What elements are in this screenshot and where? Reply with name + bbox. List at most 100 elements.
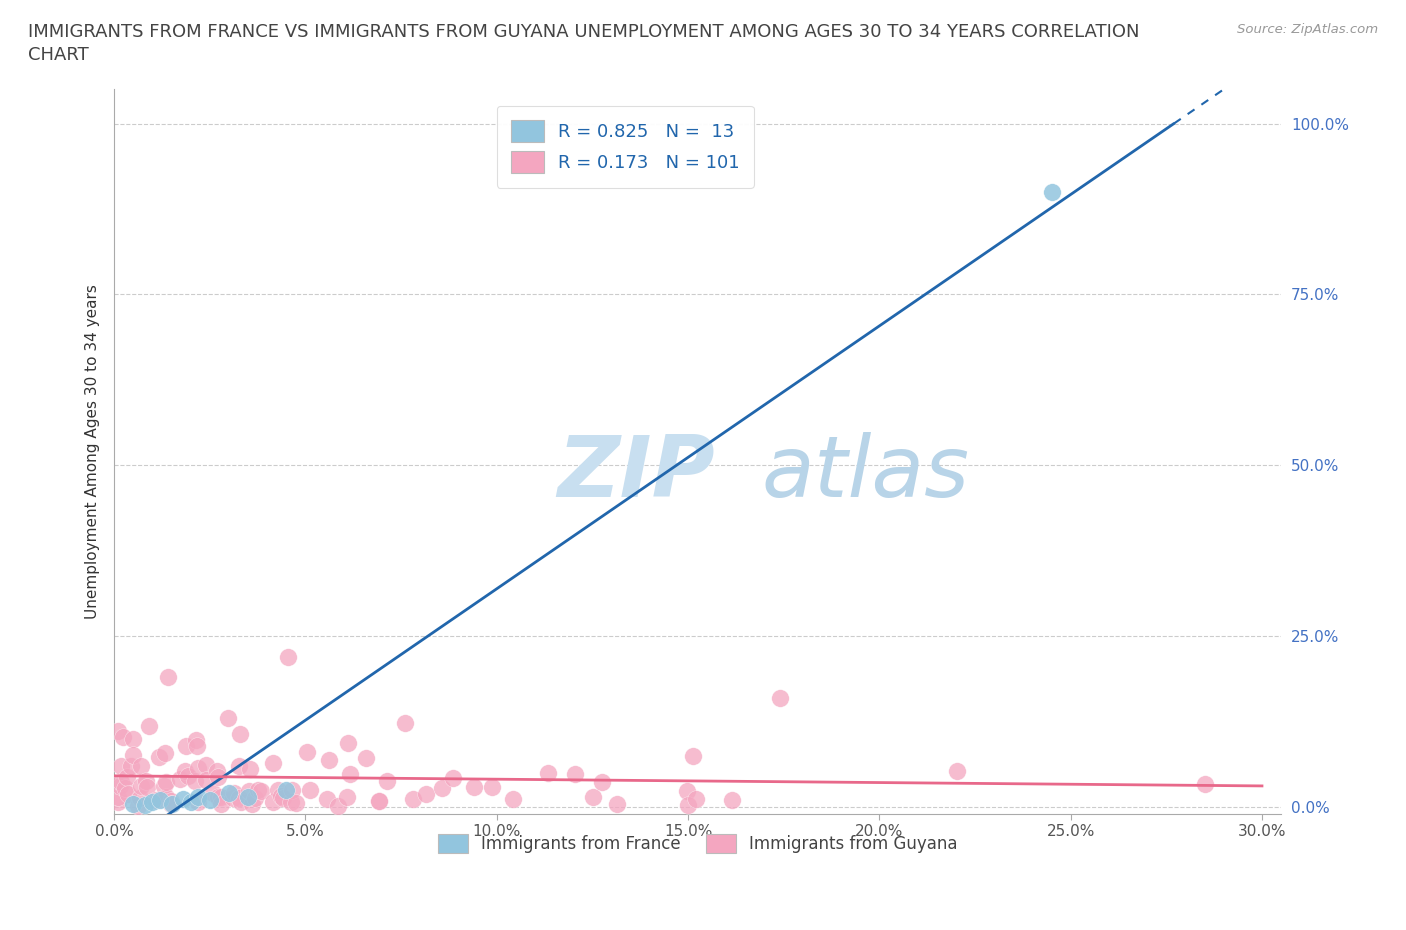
Text: CHART: CHART	[28, 46, 89, 64]
Point	[315, 791, 337, 806]
Point	[129, 790, 152, 805]
Point	[187, 761, 209, 776]
Point	[262, 795, 284, 810]
Text: atlas: atlas	[762, 432, 970, 515]
Point	[183, 773, 205, 788]
Point	[114, 780, 136, 795]
Point	[415, 787, 437, 802]
Point	[297, 744, 319, 759]
Point	[298, 783, 321, 798]
Point	[276, 649, 298, 664]
Point	[676, 797, 699, 812]
Point	[676, 784, 699, 799]
Point	[172, 791, 194, 806]
Legend: Immigrants from France, Immigrants from Guyana: Immigrants from France, Immigrants from …	[432, 828, 965, 860]
Point	[131, 778, 153, 793]
Point	[174, 738, 197, 753]
Point	[186, 738, 208, 753]
Point	[582, 790, 605, 804]
Point	[122, 796, 145, 811]
Point	[250, 783, 273, 798]
Point	[401, 792, 423, 807]
Point	[155, 746, 177, 761]
Point	[108, 779, 131, 794]
Point	[169, 772, 191, 787]
Point	[122, 748, 145, 763]
Point	[267, 782, 290, 797]
Point	[138, 718, 160, 733]
Point	[222, 785, 245, 800]
Point	[682, 749, 704, 764]
Point	[685, 791, 707, 806]
Point	[110, 759, 132, 774]
Point	[606, 796, 628, 811]
Point	[246, 783, 269, 798]
Point	[285, 796, 308, 811]
Point	[107, 795, 129, 810]
Point	[110, 775, 132, 790]
Point	[177, 768, 200, 783]
Point	[207, 790, 229, 804]
Text: Source: ZipAtlas.com: Source: ZipAtlas.com	[1237, 23, 1378, 36]
Point	[222, 790, 245, 805]
Point	[122, 732, 145, 747]
Point	[502, 791, 524, 806]
Point	[107, 790, 129, 804]
Point	[202, 786, 225, 801]
Point	[441, 770, 464, 785]
Point	[432, 781, 454, 796]
Point	[209, 796, 232, 811]
Point	[271, 790, 294, 805]
Point	[270, 789, 292, 804]
Point	[148, 750, 170, 764]
Point	[205, 764, 228, 778]
Point	[117, 787, 139, 802]
Point	[141, 794, 163, 809]
Point	[368, 794, 391, 809]
Point	[326, 798, 349, 813]
Point	[481, 779, 503, 794]
Point	[184, 733, 207, 748]
Point	[207, 770, 229, 785]
Point	[231, 795, 253, 810]
Text: IMMIGRANTS FROM FRANCE VS IMMIGRANTS FROM GUYANA UNEMPLOYMENT AMONG AGES 30 TO 3: IMMIGRANTS FROM FRANCE VS IMMIGRANTS FRO…	[28, 23, 1140, 41]
Point	[394, 715, 416, 730]
Point	[337, 736, 360, 751]
Point	[537, 765, 560, 780]
Point	[186, 795, 208, 810]
Point	[339, 766, 361, 781]
Point	[153, 778, 176, 793]
Point	[135, 779, 157, 794]
Point	[375, 773, 398, 788]
Y-axis label: Unemployment Among Ages 30 to 34 years: Unemployment Among Ages 30 to 34 years	[86, 285, 100, 619]
Point	[721, 792, 744, 807]
Point	[129, 758, 152, 773]
Point	[120, 759, 142, 774]
Point	[239, 762, 262, 777]
Point	[198, 792, 221, 807]
Point	[236, 790, 259, 804]
Point	[127, 799, 149, 814]
Point	[157, 670, 180, 684]
Point	[228, 759, 250, 774]
Point	[262, 755, 284, 770]
Point	[160, 796, 183, 811]
Point	[354, 751, 377, 765]
Point	[160, 794, 183, 809]
Point	[280, 794, 302, 809]
Point	[218, 786, 240, 801]
Point	[280, 783, 302, 798]
Point	[195, 773, 218, 788]
Point	[135, 774, 157, 789]
Point	[112, 729, 135, 744]
Point	[463, 779, 485, 794]
Point	[160, 796, 183, 811]
Point	[276, 782, 298, 797]
Point	[180, 794, 202, 809]
Point	[946, 764, 969, 778]
Point	[149, 792, 172, 807]
Point	[155, 775, 177, 790]
Text: ZIP: ZIP	[558, 432, 716, 515]
Point	[145, 793, 167, 808]
Point	[1040, 184, 1063, 199]
